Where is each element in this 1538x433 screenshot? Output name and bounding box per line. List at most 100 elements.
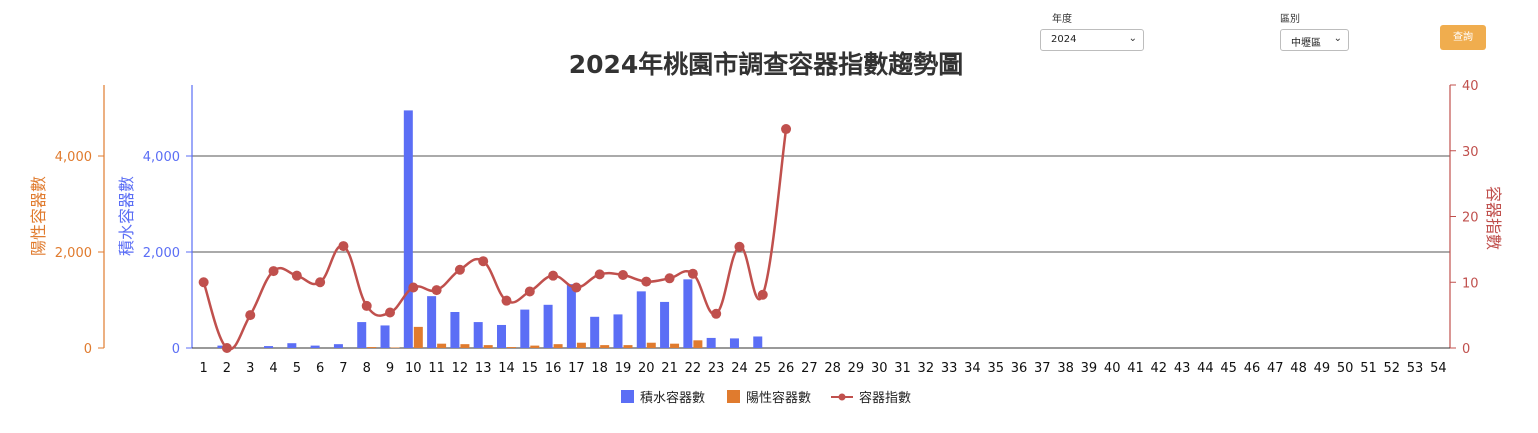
- water-container-bar: [520, 309, 530, 348]
- index-point: [454, 264, 465, 275]
- positive-container-bar: [437, 343, 447, 348]
- x-tick-label: 16: [545, 361, 562, 376]
- x-tick-label: 7: [339, 361, 347, 376]
- x-tick-label: 5: [293, 361, 301, 376]
- x-tick-label: 28: [824, 361, 841, 376]
- positive-container-bar: [553, 344, 563, 348]
- water-container-bar: [660, 301, 670, 348]
- positive-container-bar: [600, 345, 610, 348]
- index-point: [711, 308, 722, 319]
- x-tick-label: 9: [386, 361, 394, 376]
- axes: 0 2,000 4,000 0 2,000 4,000 0 10 20 30 40 陽性容器數 積水容器…: [29, 79, 1503, 357]
- district-label: 區別: [1280, 14, 1300, 25]
- chevron-down-icon: ⌄: [1333, 33, 1342, 44]
- x-tick-label: 31: [894, 361, 911, 376]
- water-container-bar: [636, 291, 646, 348]
- x-tick-label: 21: [661, 361, 678, 376]
- index-point: [501, 295, 512, 306]
- legend-index-marker: [838, 393, 846, 401]
- x-tick-label: 48: [1290, 361, 1307, 376]
- index-point: [221, 343, 232, 353]
- right-tick-label: 30: [1462, 145, 1479, 160]
- district-value: 中壢區: [1291, 38, 1321, 49]
- water-container-bar: [613, 314, 623, 348]
- index-point: [315, 277, 326, 288]
- grid-lines: [192, 155, 1450, 253]
- positive-container-bar: [507, 347, 516, 348]
- right-tick-label: 0: [1462, 342, 1470, 357]
- water-container-bar: [450, 312, 460, 348]
- water-container-bar: [380, 325, 390, 348]
- water-container-bar: [683, 279, 693, 348]
- x-tick-label: 41: [1127, 361, 1144, 376]
- legend-water-label: 積水容器數: [640, 390, 705, 406]
- x-tick-label: 34: [964, 361, 981, 376]
- legend-index-label: 容器指數: [859, 390, 911, 406]
- x-tick-label: 45: [1220, 361, 1237, 376]
- left-outer-tick-label: 4,000: [55, 150, 92, 165]
- left-outer-axis-title: 陽性容器數: [29, 176, 48, 256]
- x-tick-label: 26: [778, 361, 795, 376]
- positive-container-bar: [576, 342, 586, 348]
- x-tick-label: 15: [522, 361, 539, 376]
- positive-container-bar: [367, 347, 377, 348]
- x-tick-label: 38: [1057, 361, 1074, 376]
- x-tick-label: 1: [200, 361, 208, 376]
- index-point: [548, 270, 559, 281]
- x-tick-label: 49: [1314, 361, 1331, 376]
- x-tick-labels: 1 2 3 4 5 6 7 8 9 10 11 12 13 14 15 16 17 18 19 20 21 22 23 24 2…: [200, 361, 1447, 376]
- positive-container-bar: [670, 343, 680, 348]
- x-tick-label: 52: [1383, 361, 1400, 376]
- legend-positive-swatch: [727, 390, 740, 403]
- positive-container-bar: [413, 326, 423, 348]
- chart-title: 2024年桃園市調查容器指數趨勢圖: [569, 50, 964, 79]
- x-tick-label: 2: [223, 361, 231, 376]
- left-outer-tick-label: 0: [84, 342, 92, 357]
- x-tick-label: 14: [498, 361, 515, 376]
- index-point: [338, 241, 349, 252]
- x-tick-label: 54: [1430, 361, 1447, 376]
- query-button[interactable]: 查詢: [1440, 25, 1486, 50]
- water-container-bar: [427, 296, 437, 348]
- year-label: 年度: [1052, 14, 1072, 25]
- water-container-bar: [217, 345, 227, 348]
- positive-container-bar: [530, 345, 540, 348]
- index-point: [245, 310, 256, 321]
- right-tick-label: 20: [1462, 211, 1479, 226]
- index-point: [664, 273, 675, 284]
- year-select[interactable]: 2024 ⌄: [1040, 29, 1144, 51]
- x-tick-label: 37: [1034, 361, 1051, 376]
- water-container-bar: [706, 337, 716, 348]
- district-select[interactable]: 中壢區 ⌄: [1280, 29, 1349, 51]
- x-tick-label: 13: [475, 361, 492, 376]
- x-tick-label: 25: [754, 361, 771, 376]
- index-series-line: [202, 128, 788, 351]
- index-point: [757, 289, 768, 300]
- x-tick-label: 35: [987, 361, 1004, 376]
- x-tick-label: 18: [591, 361, 608, 376]
- legend: 積水容器數 陽性容器數 容器指數: [621, 390, 911, 406]
- index-point: [617, 270, 628, 281]
- left-inner-tick-label: 2,000: [143, 246, 180, 261]
- x-tick-label: 46: [1244, 361, 1261, 376]
- water-container-bar: [264, 346, 274, 348]
- water-container-bar: [357, 322, 367, 348]
- index-point: [781, 124, 792, 135]
- x-tick-label: 33: [941, 361, 958, 376]
- x-tick-label: 24: [731, 361, 748, 376]
- x-tick-label: 44: [1197, 361, 1214, 376]
- positive-container-bar: [693, 340, 703, 348]
- water-container-bar: [566, 284, 576, 348]
- water-container-bar: [333, 344, 343, 348]
- x-tick-label: 8: [363, 361, 371, 376]
- right-axis-title: 容器指數: [1484, 186, 1503, 250]
- x-tick-label: 11: [428, 361, 445, 376]
- index-point: [408, 282, 419, 293]
- positive-container-bar: [483, 345, 493, 348]
- index-point: [478, 256, 489, 267]
- x-tick-label: 20: [638, 361, 655, 376]
- water-container-bar: [590, 316, 600, 348]
- water-container-bar: [403, 110, 413, 349]
- water-container-bar: [497, 324, 506, 348]
